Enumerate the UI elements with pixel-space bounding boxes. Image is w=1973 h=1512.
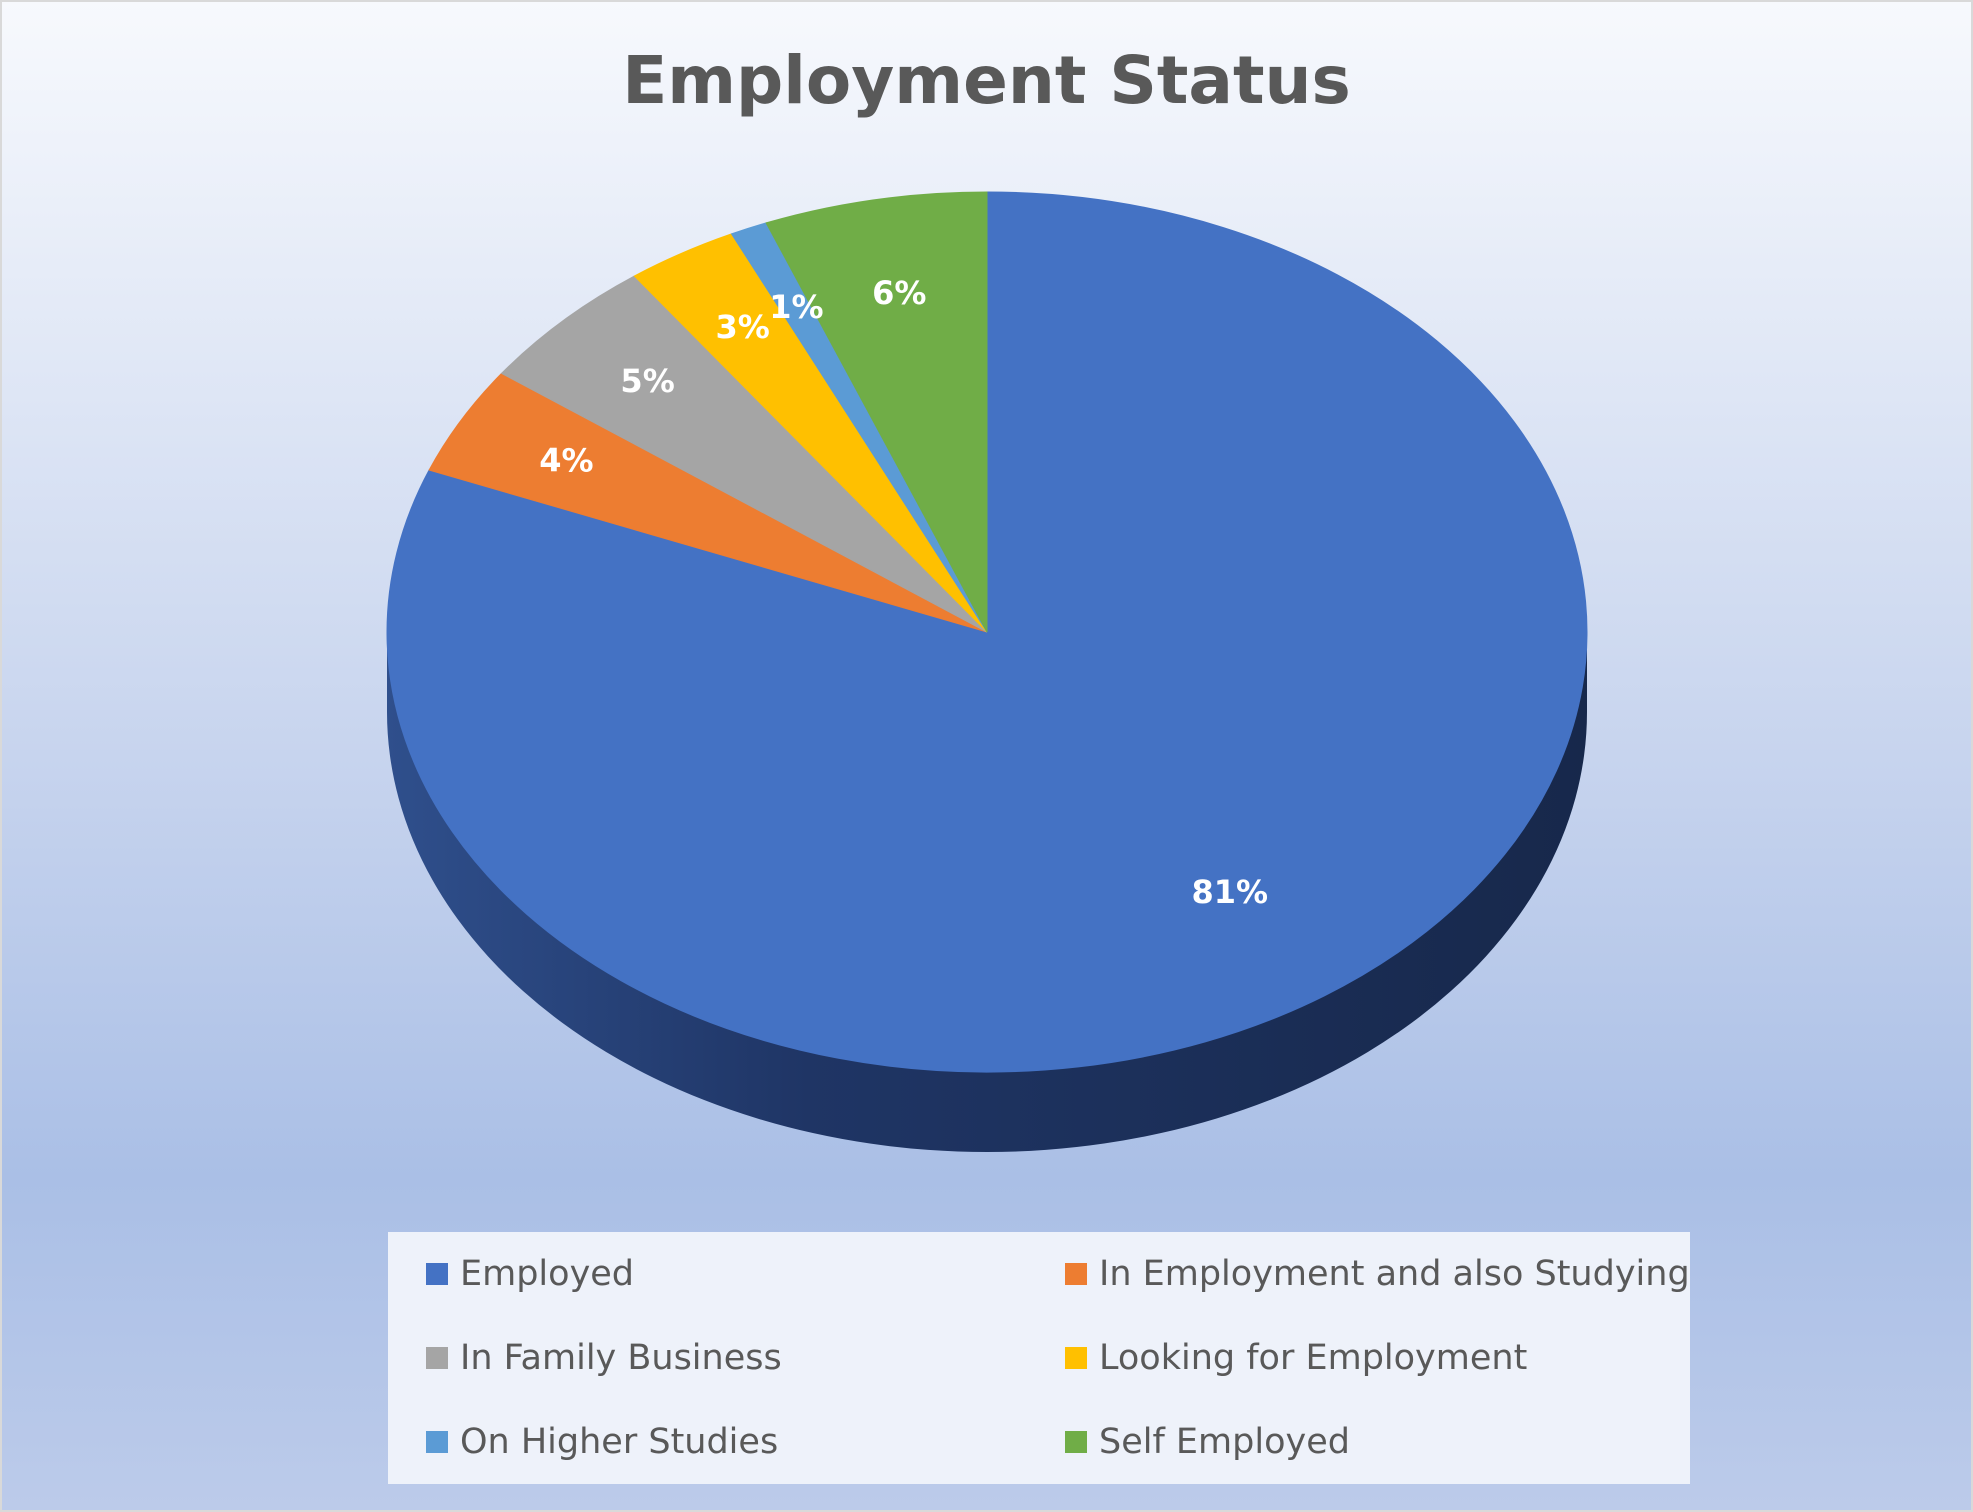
- legend: Employed In Employment and also Studying I…: [388, 1232, 1690, 1484]
- pie-chart: 81% 4% 5% 3%1% 6%: [386, 191, 1588, 1152]
- legend-label: Self Employed: [1099, 1422, 1350, 1462]
- pie-slice-in-family-business: [500, 275, 988, 633]
- data-label-in-family-business: 5%: [620, 362, 674, 400]
- pie-slice-self-employed: [765, 191, 988, 633]
- legend-label: Employed: [460, 1254, 635, 1294]
- data-label-in-employment-and-also-studying: 4%: [539, 441, 593, 479]
- legend-label: Looking for Employment: [1099, 1338, 1528, 1378]
- pie-depth-side: [387, 632, 1587, 1152]
- data-label-on-higher-studies: 1%: [769, 288, 823, 326]
- data-label-self-employed: 6%: [872, 274, 926, 312]
- legend-label: On Higher Studies: [460, 1422, 779, 1462]
- legend-label: In Family Business: [460, 1338, 782, 1378]
- legend-swatch: [426, 1347, 448, 1369]
- legend-item-looking-for-employment: Looking for Employment: [1039, 1316, 1690, 1400]
- pie-slices: [386, 191, 1588, 1073]
- data-label-employed: 81%: [1192, 873, 1269, 911]
- legend-label: In Employment and also Studying: [1099, 1254, 1690, 1294]
- legend-item-in-family-business: In Family Business: [388, 1316, 1039, 1400]
- legend-swatch: [1065, 1347, 1087, 1369]
- legend-item-in-employment-and-also-studying: In Employment and also Studying: [1039, 1232, 1690, 1316]
- legend-item-employed: Employed: [388, 1232, 1039, 1316]
- legend-swatch: [1065, 1263, 1087, 1285]
- legend-swatch: [426, 1263, 448, 1285]
- pie-depth: [387, 632, 1587, 1152]
- legend-item-self-employed: Self Employed: [1039, 1400, 1690, 1484]
- data-label-looking-for-employment: 3%: [715, 308, 769, 346]
- chart-title: Employment Status: [622, 42, 1351, 119]
- pie-labels: 81% 4% 5% 3%1% 6%: [539, 274, 1268, 911]
- pie-slice-employed: [386, 191, 1588, 1073]
- legend-item-on-higher-studies: On Higher Studies: [388, 1400, 1039, 1484]
- legend-swatch: [426, 1431, 448, 1453]
- legend-swatch: [1065, 1431, 1087, 1453]
